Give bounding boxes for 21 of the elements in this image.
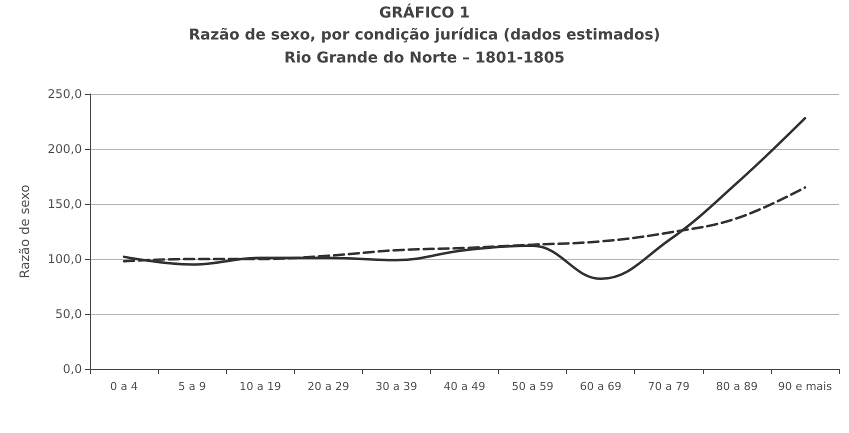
x-tick-label: 0 a 4 <box>110 380 138 393</box>
x-tick-label: 40 a 49 <box>444 380 486 393</box>
y-tick-label: 150,0 <box>48 197 82 211</box>
y-tick-label: 200,0 <box>48 142 82 156</box>
x-tick-label: 90 e mais <box>778 380 832 393</box>
x-tick-label: 50 a 59 <box>512 380 554 393</box>
chart-title: GRÁFICO 1 <box>379 4 470 22</box>
y-tick-label: 50,0 <box>55 307 82 321</box>
y-axis-title: Razão de sexo <box>18 184 33 278</box>
x-tick-label: 20 a 29 <box>307 380 350 393</box>
x-tick-label: 80 a 89 <box>716 380 758 393</box>
y-tick-label: 0,0 <box>62 362 82 376</box>
x-tick-label: 10 a 19 <box>239 380 282 393</box>
chart-subtitle: Razão de sexo, por condição jurídica (dados estimados) Rio Grande do Norte – 1801-1805 <box>188 26 660 66</box>
y-tick-label: 250,0 <box>48 87 82 101</box>
x-tick-label: 60 a 69 <box>580 380 622 393</box>
x-tick-label: 70 a 79 <box>648 380 690 393</box>
line-series <box>122 116 806 280</box>
x-tick-label: 5 a 9 <box>178 380 206 393</box>
x-tick-label: 30 a 39 <box>376 380 418 393</box>
y-tick-label: 100,0 <box>48 252 82 266</box>
